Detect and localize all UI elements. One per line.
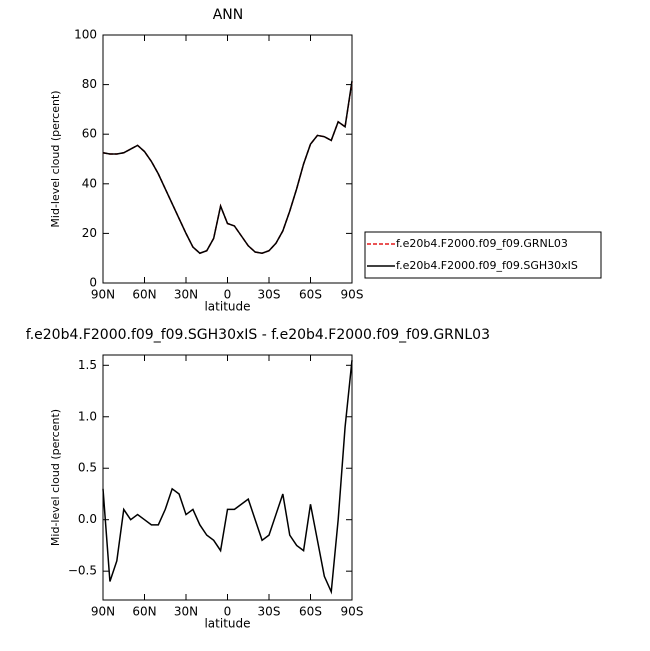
y-tick-label: 0 — [89, 276, 97, 290]
x-tick-label: 30S — [258, 605, 281, 619]
chart-title: ANN — [213, 7, 244, 23]
y-tick-label: −0.5 — [68, 564, 97, 578]
y-tick-label: 0.0 — [78, 512, 97, 526]
x-tick-label: 30N — [174, 605, 198, 619]
y-tick-label: 60 — [82, 127, 97, 141]
data-line — [102, 80, 353, 255]
x-tick-label: 30S — [258, 288, 281, 302]
x-tick-label: 60N — [132, 288, 156, 302]
y-tick-label: 1.5 — [78, 358, 97, 372]
x-tick-label: 60N — [132, 605, 156, 619]
legend-box — [364, 231, 602, 279]
x-axis-label: latitude — [204, 300, 250, 314]
data-line — [102, 82, 353, 255]
y-tick-label: 40 — [82, 176, 97, 190]
y-tick-label: 0.5 — [78, 461, 97, 475]
y-tick-label: 20 — [82, 226, 97, 240]
legend-label: f.e20b4.F2000.f09_f09.SGH30xIS — [396, 259, 578, 272]
x-tick-label: 90S — [341, 605, 364, 619]
y-tick-label: 1.0 — [78, 409, 97, 423]
y-axis-label: Mid-level cloud (percent) — [49, 409, 62, 546]
y-axis-label: Mid-level cloud (percent) — [49, 90, 62, 227]
legend-label: f.e20b4.F2000.f09_f09.GRNL03 — [396, 237, 568, 250]
x-tick-label: 0 — [224, 605, 232, 619]
plot-frame — [102, 34, 353, 284]
x-tick-label: 60S — [299, 605, 322, 619]
x-tick-label: 30N — [174, 288, 198, 302]
y-tick-label: 100 — [74, 28, 97, 42]
x-tick-label: 60S — [299, 288, 322, 302]
plot-frame — [102, 354, 353, 601]
x-axis-label: latitude — [204, 617, 250, 631]
x-tick-label: 0 — [224, 288, 232, 302]
data-line — [102, 360, 353, 595]
x-tick-label: 90S — [341, 288, 364, 302]
x-tick-label: 90N — [91, 605, 115, 619]
chart-title: f.e20b4.F2000.f09_f09.SGH30xIS - f.e20b4… — [26, 327, 490, 343]
x-tick-label: 90N — [91, 288, 115, 302]
y-tick-label: 80 — [82, 77, 97, 91]
